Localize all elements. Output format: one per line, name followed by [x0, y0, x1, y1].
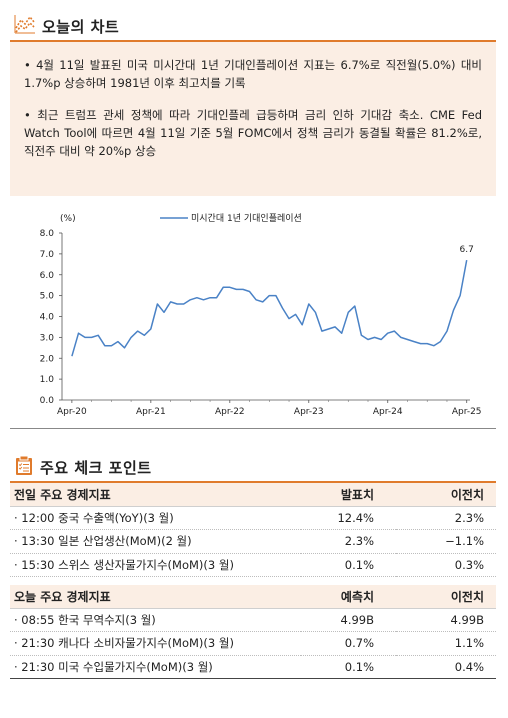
section-title: 오늘의 차트: [42, 17, 120, 36]
section-title: 주요 체크 포인트: [40, 459, 152, 477]
todays-chart-header: 오늘의 차트: [14, 14, 119, 38]
x-tick-label: Apr-24: [373, 407, 403, 417]
y-axis-label: (%): [60, 214, 76, 224]
y-tick-label: 6.0: [40, 271, 55, 281]
legend-label: 미시간대 1년 기대인플레이션: [191, 213, 302, 224]
y-tick-label: 1.0: [40, 375, 55, 385]
indicator-name: · 15:30 스위스 생산자물가지수(MoM)(3 월): [10, 553, 301, 577]
indicator-name: · 12:00 중국 수출액(YoY)(3 월): [10, 506, 301, 530]
table-row: · 21:30 미국 수입물가지수(MoM)(3 월) 0.1% 0.4%: [10, 655, 496, 679]
indicator-actual: 12.4%: [301, 506, 396, 530]
column-header: 전일 주요 경제지표: [10, 483, 301, 507]
indicator-previous: 1.1%: [396, 631, 496, 656]
checkpoints-header: 주요 체크 포인트: [14, 455, 152, 480]
y-tick-label: 5.0: [40, 292, 55, 302]
column-header: 예측치: [301, 585, 396, 609]
x-tick-label: Apr-22: [215, 407, 245, 417]
indicator-previous: 0.4%: [396, 655, 496, 679]
y-tick-label: 3.0: [40, 333, 55, 343]
series-line: [71, 259, 468, 357]
inflation-expectation-chart: 0.0 1.0 2.0 3.0 4.0 5.0 6.0 7.0 8.0 (%) Apr-20 Apr-…: [40, 213, 482, 417]
indicator-name: · 13:30 일본 산업생산(MoM)(2 월): [10, 529, 301, 554]
data-label: 6.7: [460, 245, 474, 255]
table-row: · 13:30 일본 산업생산(MoM)(2 월) 2.3% −1.1%: [10, 529, 496, 554]
y-tick-label: 4.0: [40, 313, 55, 323]
table-row: · 12:00 중국 수출액(YoY)(3 월) 12.4% 2.3%: [10, 506, 496, 530]
table-row: · 21:30 캐나다 소비자물가지수(MoM)(3 월) 0.7% 1.1%: [10, 631, 496, 656]
y-tick-label: 8.0: [40, 229, 55, 239]
table-row: · 15:30 스위스 생산자물가지수(MoM)(3 월) 0.1% 0.3%: [10, 553, 496, 577]
indicator-previous: 4.99B: [396, 608, 496, 632]
table-row: · 08:55 한국 무역수지(3 월) 4.99B 4.99B: [10, 608, 496, 632]
table-header-row: 전일 주요 경제지표 발표치 이전치: [10, 483, 496, 507]
column-header: 오늘 주요 경제지표: [10, 585, 301, 609]
y-tick-label: 7.0: [40, 250, 55, 260]
column-header: 이전치: [396, 483, 496, 507]
indicator-forecast: 4.99B: [301, 608, 396, 632]
indicator-actual: 2.3%: [301, 529, 396, 554]
y-tick-label: 0.0: [40, 396, 55, 406]
x-tick-label: Apr-23: [294, 407, 324, 417]
previous-day-indicators-table: 전일 주요 경제지표 발표치 이전치 · 12:00 중국 수출액(YoY)(3…: [10, 483, 496, 577]
chart-divider: [10, 428, 496, 429]
indicator-name: · 21:30 캐나다 소비자물가지수(MoM)(3 월): [10, 631, 301, 656]
indicator-actual: 0.1%: [301, 553, 396, 577]
y-tick-label: 2.0: [40, 354, 55, 364]
indicator-forecast: 0.1%: [301, 655, 396, 679]
header-divider: [10, 40, 496, 42]
indicator-previous: 2.3%: [396, 506, 496, 530]
line-chart-icon: [14, 14, 36, 38]
column-header: 발표치: [301, 483, 396, 507]
x-tick-label: Apr-21: [136, 407, 166, 417]
header-divider: [10, 481, 496, 483]
table-header-row: 오늘 주요 경제지표 예측치 이전치: [10, 585, 496, 609]
x-tick-label: Apr-25: [452, 407, 482, 417]
indicator-previous: −1.1%: [396, 529, 496, 554]
x-tick-label: Apr-20: [57, 407, 87, 417]
summary-bullet: • 최근 트럼프 관세 정책에 따라 기대인플레 급등하며 금리 인하 기대감 …: [24, 108, 482, 158]
summary-bullet: • 4월 11일 발표된 미국 미시간대 1년 기대인플레이션 지표는 6.7%…: [24, 58, 482, 90]
summary-box: • 4월 11일 발표된 미국 미시간대 1년 기대인플레이션 지표는 6.7%…: [10, 42, 496, 196]
checklist-icon: [14, 455, 34, 480]
indicator-name: · 21:30 미국 수입물가지수(MoM)(3 월): [10, 655, 301, 679]
indicator-forecast: 0.7%: [301, 631, 396, 656]
indicator-previous: 0.3%: [396, 553, 496, 577]
column-header: 이전치: [396, 585, 496, 609]
indicator-name: · 08:55 한국 무역수지(3 월): [10, 608, 301, 632]
today-indicators-table: 오늘 주요 경제지표 예측치 이전치 · 08:55 한국 무역수지(3 월) …: [10, 585, 496, 679]
